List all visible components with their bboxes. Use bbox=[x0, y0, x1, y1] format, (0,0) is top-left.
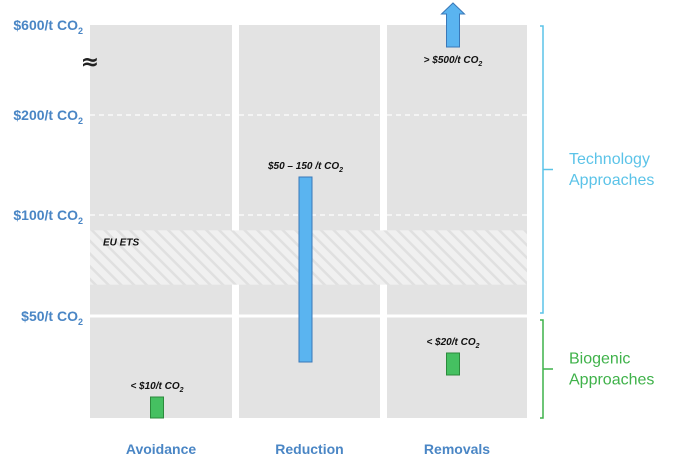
range-reduction-technology-label: $50 – 150 /t CO2 bbox=[267, 161, 343, 174]
x-category-removals: Removals bbox=[424, 441, 490, 457]
y-tick-label-100: $100/t CO2 bbox=[13, 207, 83, 226]
group-label-line: Technology bbox=[569, 151, 650, 168]
y-tick-label-200: $200/t CO2 bbox=[13, 107, 83, 126]
range-removals-biogenic-label: < $20/t CO2 bbox=[426, 337, 479, 350]
y-tick-label-600: $600/t CO2 bbox=[13, 17, 83, 36]
group-label-technology: Technology Approaches bbox=[569, 151, 654, 189]
axis-break-symbol: ≈ bbox=[81, 50, 99, 75]
range-removals-biogenic-bar bbox=[446, 352, 460, 376]
eu-ets-label: EU ETS bbox=[103, 237, 139, 248]
group-label-line: Biogenic bbox=[569, 351, 630, 368]
range-reduction-technology-bar bbox=[298, 176, 313, 363]
range-avoidance-biogenic-label: < $10/t CO2 bbox=[130, 381, 183, 394]
group-label-line: Approaches bbox=[569, 372, 654, 389]
column-panel-avoidance bbox=[90, 25, 232, 418]
group-brace-0 bbox=[540, 25, 553, 314]
range-removals-technology-label: > $500/t CO2 bbox=[424, 55, 483, 68]
group-label-biogenic: Biogenic Approaches bbox=[569, 351, 654, 389]
range-avoidance-biogenic-bar bbox=[150, 396, 164, 419]
group-label-line: Approaches bbox=[569, 172, 654, 189]
x-category-reduction: Reduction bbox=[275, 441, 343, 457]
x-category-avoidance: Avoidance bbox=[126, 441, 196, 457]
range-removals-technology-bar bbox=[440, 2, 466, 48]
group-brace-1 bbox=[540, 319, 553, 419]
y-tick-label-50: $50/t CO2 bbox=[21, 308, 83, 327]
